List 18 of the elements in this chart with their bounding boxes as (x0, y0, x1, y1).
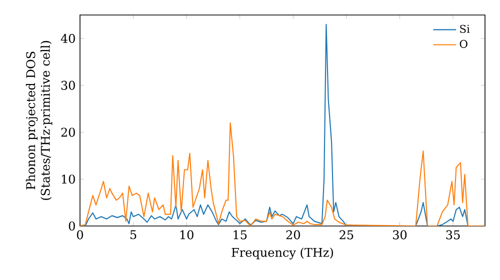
y-tick-label: 20 (61, 128, 75, 137)
x-axis-title: Frequency (THz) (232, 248, 333, 260)
x-tick-label: 5 (130, 230, 136, 240)
legend-label: Si (460, 24, 470, 33)
x-tick-label: 10 (180, 230, 194, 240)
y-axis-title: Phonon projected DOS (States/THz·primitive cell) (26, 41, 52, 200)
legend-label: O (460, 40, 468, 48)
x-tick-label: 25 (340, 230, 354, 240)
x-tick-label: 0 (76, 230, 84, 240)
line-series (80, 122, 485, 226)
y-tick-label: 0 (68, 221, 75, 231)
y-tick-label: 40 (60, 34, 75, 43)
x-tick-label: 30 (393, 230, 407, 240)
x-tick-label: 35 (446, 230, 460, 240)
y-tick-label: 10 (62, 174, 75, 184)
y-tick-label: 30 (61, 80, 75, 90)
x-tick-label: 15 (234, 230, 247, 240)
x-tick-label: 20 (286, 230, 300, 240)
